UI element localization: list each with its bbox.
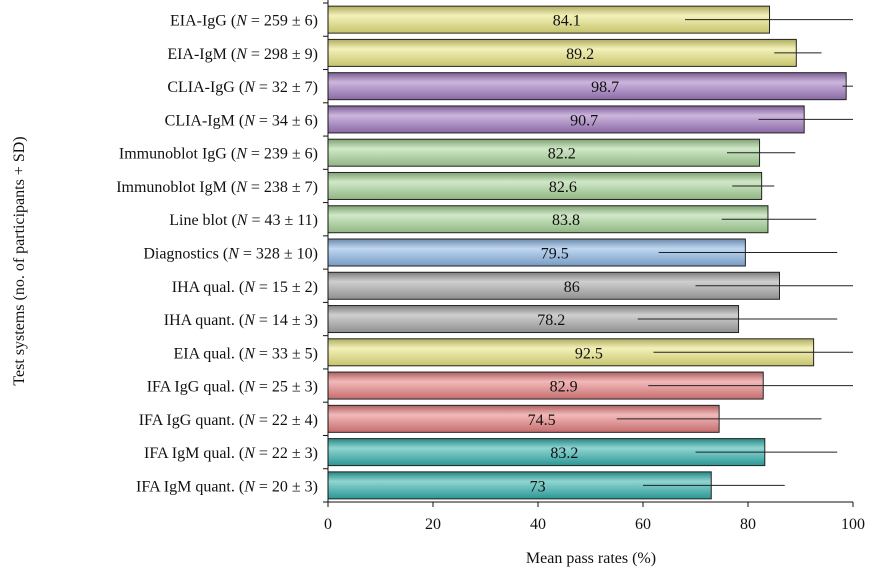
category-label: EIA qual. (N = 33 ± 5) [174,345,318,362]
bar-value-label: 86 [564,279,580,296]
x-tick-label: 20 [425,516,441,533]
bar-value-label: 73 [530,478,546,495]
bar-value-label: 82.6 [549,179,577,196]
bar-value-label: 92.5 [575,345,603,362]
category-label: IFA IgG qual. (N = 25 ± 3) [147,379,318,396]
bar-value-label: 82.9 [550,379,578,396]
category-label: IFA IgG quant. (N = 22 ± 4) [139,412,318,429]
category-label: IFA IgM quant. (N = 20 ± 3) [136,478,318,495]
axes: 0 20 40 60 80 100 [323,0,865,533]
bar-value-label: 82.2 [548,146,576,163]
category-label: Immunoblot IgM (N = 238 ± 7) [116,179,318,196]
category-label: IHA qual. (N = 15 ± 2) [172,279,318,296]
bar-value-label: 84.1 [553,13,581,30]
bar [327,72,847,101]
bar-value-label: 74.5 [528,412,556,429]
x-tick-label: 80 [740,516,756,533]
bar [327,138,761,167]
bar-value-label: 90.7 [570,112,598,129]
bar [327,38,797,67]
category-labels: EIA-IgG (N = 259 ± 6) EIA-IgM (N = 298 ± … [116,13,318,496]
x-tick-label: 100 [841,516,865,533]
x-tick-label: 40 [530,516,546,533]
bar-value-label: 98.7 [591,79,619,96]
bars: 84.1 89.2 98.7 90.7 82.2 82.6 83.8 79.5 86 78.2 92… [327,5,853,500]
category-label: EIA-IgG (N = 259 ± 6) [170,13,318,30]
category-label: EIA-IgM (N = 298 ± 9) [167,46,318,63]
x-tick-label: 60 [635,516,651,533]
bar-value-label: 78.2 [537,312,565,329]
bar-value-label: 83.2 [550,445,578,462]
category-label: Line blot (N = 43 ± 11) [169,212,318,229]
x-axis-label: Mean pass rates (%) [526,550,656,567]
bar [327,171,763,200]
category-label: Diagnostics (N = 328 ± 10) [143,246,318,263]
category-label: IHA quant. (N = 14 ± 3) [164,312,318,329]
y-axis-label: Test systems (no. of participants + SD) [11,136,28,385]
bar-value-label: 83.8 [552,212,580,229]
bar [327,105,805,134]
x-tick-label: 0 [324,516,332,533]
category-label: Immunoblot IgG (N = 239 ± 6) [119,146,318,163]
category-label: IFA IgM qual. (N = 22 ± 3) [144,445,318,462]
bar-value-label: 89.2 [566,46,594,63]
category-label: CLIA-IgG (N = 32 ± 7) [167,79,318,96]
bar-value-label: 79.5 [541,246,569,263]
bar [327,205,769,234]
category-label: CLIA-IgM (N = 34 ± 6) [165,112,318,129]
